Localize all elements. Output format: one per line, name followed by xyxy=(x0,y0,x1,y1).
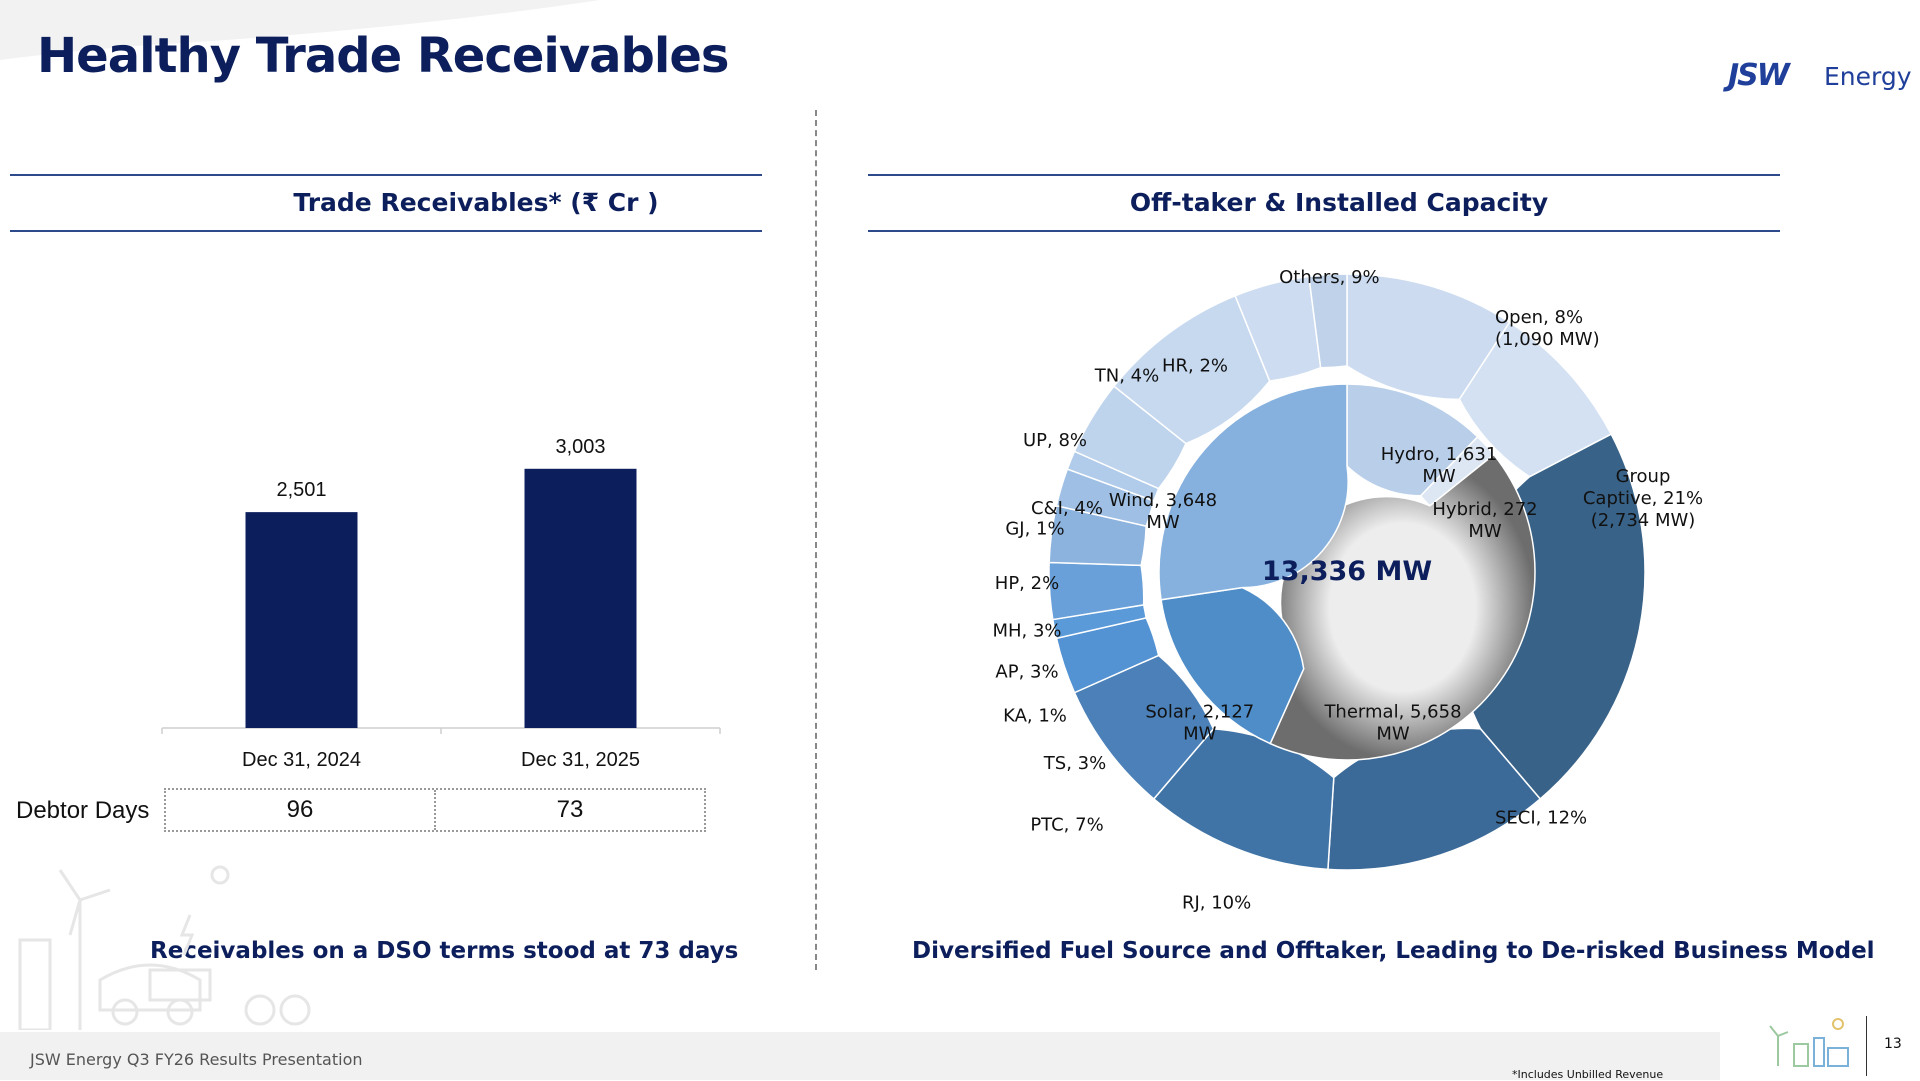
page-number: 13 xyxy=(1884,1036,1902,1052)
bar-dec-31-2025 xyxy=(524,468,637,728)
footer-band xyxy=(0,1032,1720,1080)
offtaker-label-ap: AP, 3% xyxy=(995,661,1058,682)
offtaker-heading: Off-taker & Installed Capacity xyxy=(868,174,1780,232)
offtaker-label-seci: SECI, 12% xyxy=(1495,808,1587,829)
debtor-days-table: 96 73 xyxy=(164,788,706,832)
offtaker-label-up: UP, 8% xyxy=(1023,430,1087,451)
jsw-energy-logo: JSW Energy xyxy=(1728,58,1912,94)
offtaker-label-c-i: C&I, 4% xyxy=(1031,498,1103,519)
fuel-label-wind: Wind, 3,648 MW xyxy=(1109,490,1217,533)
offtaker-slice-hr xyxy=(1308,273,1348,369)
offtaker-label-open: Open, 8% (1,090 MW) xyxy=(1495,307,1600,350)
donut-center-total: 13,336 MW xyxy=(1262,556,1432,587)
offtaker-label-ptc: PTC, 7% xyxy=(1030,814,1103,835)
footnote: *Includes Unbilled Revenue xyxy=(1512,1068,1664,1081)
offtaker-label-others: Others, 9% xyxy=(1279,267,1380,288)
bar-value-label: 3,003 xyxy=(555,436,605,458)
offtaker-label-hr: HR, 2% xyxy=(1162,355,1228,376)
bar-dec-31-2024 xyxy=(245,512,358,728)
trade-receivables-heading-text: Trade Receivables* (₹ Cr ) xyxy=(293,188,659,217)
logo-mark: JSW xyxy=(1728,58,1790,93)
offtaker-label-tn: TN, 4% xyxy=(1094,366,1159,387)
receivables-caption: Receivables on a DSO terms stood at 73 d… xyxy=(150,938,739,964)
decorative-swoosh xyxy=(0,0,600,60)
debtor-days-2025: 73 xyxy=(434,790,704,830)
footer-presentation-title: JSW Energy Q3 FY26 Results Presentation xyxy=(30,1050,363,1069)
page-title: Healthy Trade Receivables xyxy=(37,28,729,84)
debtor-days-label: Debtor Days xyxy=(16,797,150,824)
offtaker-caption: Diversified Fuel Source and Offtaker, Le… xyxy=(912,938,1875,964)
offtaker-label-ts: TS, 3% xyxy=(1043,753,1106,774)
offtaker-capacity-donut-chart: 13,336 MW Hydro, 1,631 MW Hybrid, 272 MW Ther… xyxy=(992,267,1703,914)
offtaker-label-group-captive: Group Captive, 21% (2,734 MW) xyxy=(1583,466,1703,531)
fuel-label-hydro: Hydro, 1,631 MW xyxy=(1381,444,1498,487)
mini-city-illustration xyxy=(1769,1018,1849,1067)
fuel-label-thermal: Thermal, 5,658 MW xyxy=(1323,701,1461,744)
fuel-slice-wind xyxy=(1158,383,1349,601)
trade-receivables-heading: Trade Receivables* (₹ Cr ) xyxy=(10,174,762,232)
bar-category-label: Dec 31, 2024 xyxy=(242,749,361,771)
offtaker-label-hp: HP, 2% xyxy=(995,573,1059,594)
offtaker-heading-text: Off-taker & Installed Capacity xyxy=(1129,188,1549,217)
offtaker-label-ka: KA, 1% xyxy=(1003,706,1067,727)
panel-divider xyxy=(815,110,817,970)
logo-text: Energy xyxy=(1824,62,1912,91)
bar-value-label: 2,501 xyxy=(276,479,326,501)
offtaker-label-rj: RJ, 10% xyxy=(1182,893,1251,914)
trade-receivables-bar-chart: 2,501 Dec 31, 2024 3,003 Dec 31, 2025 xyxy=(161,436,721,771)
page-number-rule xyxy=(1866,1016,1867,1076)
offtaker-label-gj: GJ, 1% xyxy=(1005,519,1064,540)
city-illustration xyxy=(18,865,311,1030)
offtaker-label-mh: MH, 3% xyxy=(992,621,1061,642)
debtor-days-2024: 96 xyxy=(286,796,314,823)
fuel-label-hybrid: Hybrid, 272 MW xyxy=(1432,499,1537,542)
fuel-label-solar: Solar, 2,127 MW xyxy=(1145,701,1254,744)
bar-category-label: Dec 31, 2025 xyxy=(521,749,640,771)
